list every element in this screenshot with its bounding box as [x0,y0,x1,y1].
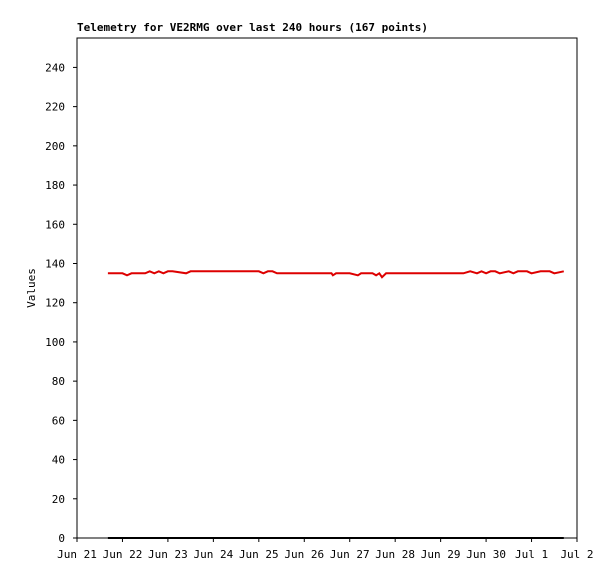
y-tick-label: 0 [58,532,65,545]
x-tick-label: Jun 27 [330,548,370,561]
chart-title: Telemetry for VE2RMG over last 240 hours… [77,21,428,34]
y-tick-label: 180 [45,179,65,192]
y-tick-label: 140 [45,257,65,270]
y-tick-label: 40 [52,454,65,467]
plot-frame [76,37,578,539]
y-tick-label: 220 [45,101,65,114]
y-tick-label: 200 [45,140,65,153]
x-tick-label: Jul 1 [515,548,548,561]
y-tick-label: 100 [45,336,65,349]
y-axis-label: Values [25,268,38,308]
x-tick-label: Jun 21 [57,548,97,561]
y-tick-label: 80 [52,375,65,388]
x-tick-label: Jun 30 [466,548,506,561]
x-tick-label: Jun 24 [193,548,233,561]
x-tick-label: Jun 26 [284,548,324,561]
y-tick-label: 120 [45,297,65,310]
x-tick-label: Jun 23 [148,548,188,561]
y-tick-label: 20 [52,493,65,506]
y-tick-label: 60 [52,414,65,427]
y-tick-label: 240 [45,61,65,74]
y-tick-label: 160 [45,218,65,231]
series-line [107,270,565,279]
x-tick-label: Jul 2 [560,548,593,561]
x-tick-label: Jun 29 [421,548,461,561]
x-tick-label: Jun 22 [103,548,143,561]
x-tick-label: Jun 28 [375,548,415,561]
x-tick-label: Jun 25 [239,548,279,561]
